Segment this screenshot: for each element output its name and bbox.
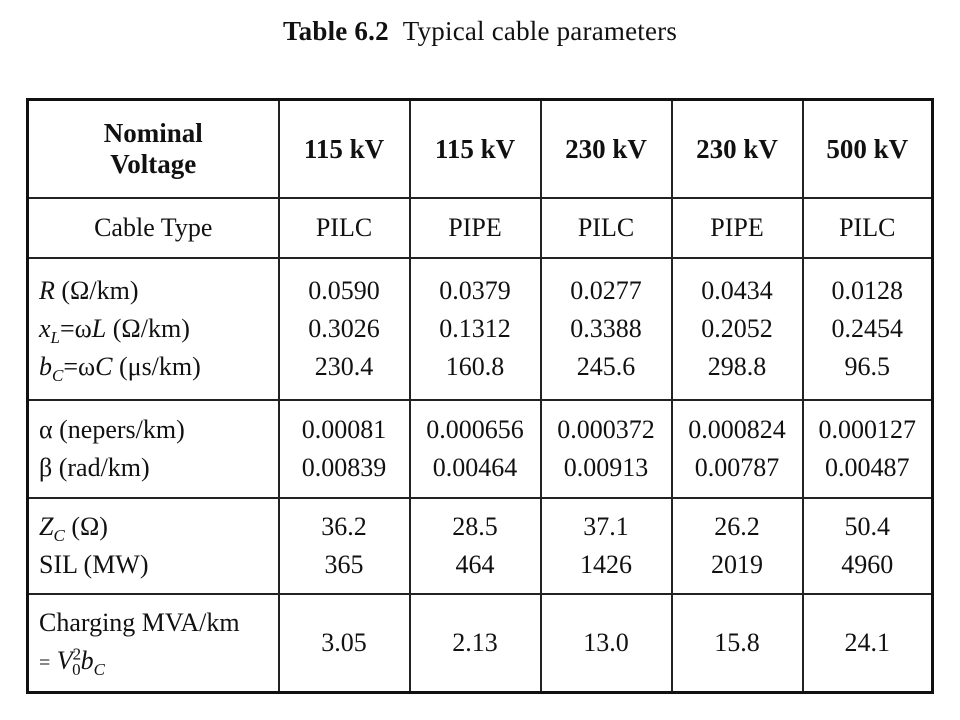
propagation-cell: 0.000127 0.00487 — [801, 399, 934, 499]
sil-label: SIL (MW) — [39, 550, 149, 579]
voltage-header-1: 115 kV — [277, 98, 411, 199]
cable-type-cell: PILC — [277, 197, 411, 259]
cable-type-cell: PIPE — [408, 197, 542, 259]
propagation-labels: α (nepers/km) β (rad/km) — [26, 399, 280, 499]
surge-labels: ZC (Ω) SIL (MW) — [26, 497, 280, 595]
impedance-labels: R (Ω/km) xL=ωL (Ω/km) bC=ωC (μs/km) — [26, 257, 280, 401]
impedance-cell: 0.0277 0.3388 245.6 — [539, 257, 673, 401]
surge-row: ZC (Ω) SIL (MW) 36.2 365 28.5 464 37.1 1… — [26, 497, 934, 595]
impedance-cell: 0.0128 0.2454 96.5 — [801, 257, 934, 401]
surge-cell: 37.1 1426 — [539, 497, 673, 595]
table-title: Typical cable parameters — [402, 16, 678, 46]
voltage-header-4: 230 kV — [670, 98, 804, 199]
surge-cell: 26.2 2019 — [670, 497, 804, 595]
nominal-voltage-header: Nominal Voltage — [26, 98, 280, 199]
charging-label: Charging MVA/km = V20bC — [26, 593, 280, 694]
charging-cell: 24.1 — [801, 593, 934, 694]
table-caption: Table 6.2 Typical cable parameters — [0, 16, 960, 47]
voltage-header-5: 500 kV — [801, 98, 934, 199]
propagation-cell: 0.00081 0.00839 — [277, 399, 411, 499]
impedance-cell: 0.0590 0.3026 230.4 — [277, 257, 411, 401]
propagation-cell: 0.000372 0.00913 — [539, 399, 673, 499]
propagation-cell: 0.000656 0.00464 — [408, 399, 542, 499]
impedance-row: R (Ω/km) xL=ωL (Ω/km) bC=ωC (μs/km) 0.05… — [26, 257, 934, 401]
r-label: R (Ω/km) — [39, 276, 139, 305]
voltage-header-2: 115 kV — [408, 98, 542, 199]
propagation-cell: 0.000824 0.00787 — [670, 399, 804, 499]
charging-formula: = V20bC — [39, 644, 106, 680]
surge-cell: 28.5 464 — [408, 497, 542, 595]
cable-type-cell: PILC — [539, 197, 673, 259]
charging-cell: 2.13 — [408, 593, 542, 694]
propagation-row: α (nepers/km) β (rad/km) 0.00081 0.00839… — [26, 399, 934, 499]
cable-type-row: Cable Type PILC PIPE PILC PIPE PILC — [26, 197, 934, 259]
cable-type-cell: PILC — [801, 197, 934, 259]
impedance-cell: 0.0379 0.1312 160.8 — [408, 257, 542, 401]
header-row: Nominal Voltage 115 kV 115 kV 230 kV 230… — [26, 98, 934, 199]
zc-label: ZC (Ω) — [39, 512, 108, 546]
surge-cell: 50.4 4960 — [801, 497, 934, 595]
voltage-header-3: 230 kV — [539, 98, 673, 199]
beta-label: β (rad/km) — [39, 453, 150, 482]
table-number: Table 6.2 — [282, 16, 389, 46]
charging-cell: 15.8 — [670, 593, 804, 694]
xl-label: xL=ωL (Ω/km) — [39, 314, 190, 348]
bc-label: bC=ωC (μs/km) — [39, 352, 201, 386]
cable-type-cell: PIPE — [670, 197, 804, 259]
charging-cell: 13.0 — [539, 593, 673, 694]
cable-parameters-table: Nominal Voltage 115 kV 115 kV 230 kV 230… — [26, 98, 934, 694]
charging-cell: 3.05 — [277, 593, 411, 694]
alpha-label: α (nepers/km) — [39, 415, 185, 444]
cable-type-label: Cable Type — [26, 197, 280, 259]
surge-cell: 36.2 365 — [277, 497, 411, 595]
charging-row: Charging MVA/km = V20bC 3.05 2.13 13.0 1… — [26, 593, 934, 694]
impedance-cell: 0.0434 0.2052 298.8 — [670, 257, 804, 401]
